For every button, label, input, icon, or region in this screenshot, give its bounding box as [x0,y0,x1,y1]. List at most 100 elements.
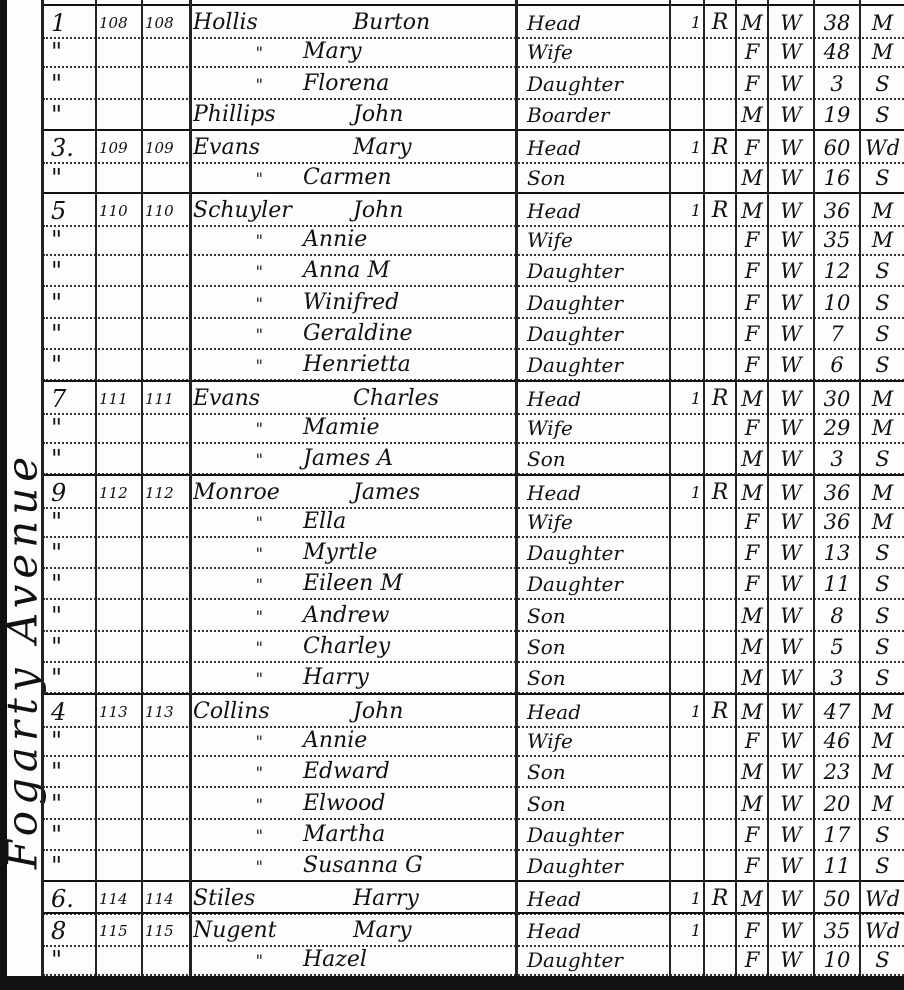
given-name: Edward [303,759,390,785]
sex: M [741,480,763,505]
table-row: 8 115 115 Head 1 F W 35 Wd Nugent Mary [43,911,904,947]
sex: F [744,322,760,346]
relation: Head [527,198,582,223]
surname: " [255,575,263,595]
sex: F [744,854,760,879]
line-number: " [51,288,63,317]
home-owned [669,849,701,880]
sex: F [744,728,760,753]
table-row: 1 108 108 Head 1 R M W 38 M Hollis Burton [43,4,904,39]
table-row: 6. 114 114 Head 1 R M W 50 Wd Stiles Harry [43,880,904,916]
marital-status: S [875,603,890,628]
given-name: Burton [353,10,431,35]
column-divider [813,0,815,976]
race: W [780,136,802,161]
age: 20 [823,791,851,816]
relation: Son [527,165,566,190]
home-owned [669,755,701,786]
marital-status: M [871,509,894,534]
bottom-border [0,976,904,990]
person-name: " James A [193,442,513,473]
sex: F [744,572,760,597]
surname: Phillips [193,101,276,127]
column-divider [189,0,192,976]
table-row: " Wife F W 46 M " Annie [43,724,904,757]
tenure [705,849,735,880]
dwelling-number [99,348,143,379]
given-name: John [353,101,404,127]
dwelling-number: 112 [99,483,128,502]
age: 8 [830,603,844,628]
sex: F [744,71,760,96]
sex: F [744,40,760,65]
surname: " [255,356,263,376]
age: 17 [823,822,851,847]
given-name: James [353,479,421,505]
home-owned [669,724,701,755]
line-number: 5 [51,196,67,225]
dwelling-number [99,943,143,974]
home-owned [669,98,701,129]
table-row: " Wife F W 35 M " Annie [43,223,904,257]
sex: F [744,290,760,315]
line-number: " [51,820,63,849]
marital-status: M [871,699,894,724]
person-name: " Annie [193,724,513,755]
table-row: " Son M W 5 S " Charley [43,630,904,663]
surname: Schuyler [193,197,292,223]
relation: Head [527,136,582,161]
marital-status: S [875,822,890,847]
table-row: " Wife F W 36 M " Ella [43,505,904,538]
table-row: " Daughter F W 11 S " Eileen M [43,567,904,601]
surname: " [255,74,263,94]
relation: Head [527,887,582,912]
surname: " [255,43,263,63]
person-name: Nugent Mary [193,914,513,945]
person-name: " Hazel [193,943,513,974]
person-name: " Edward [193,755,513,786]
home-owned [669,442,701,473]
given-name: Mamie [303,414,380,440]
marital-status: M [871,386,894,411]
marital-status: S [875,322,890,346]
age: 7 [830,322,844,346]
dwelling-number [99,67,143,98]
race: W [780,198,802,223]
tenure: R [711,197,729,223]
dwelling-number [99,755,143,786]
family-number [145,755,189,786]
relation: Son [527,666,566,691]
marital-status: S [875,71,890,96]
sex: F [744,822,760,847]
home-owned: 1 [690,889,701,909]
line-number: 9 [51,478,67,507]
table-row: " Daughter F W 6 S " Henrietta [43,348,904,382]
dwelling-number: 114 [99,890,128,909]
dwelling-number [99,286,143,317]
dwelling-number: 115 [99,921,128,940]
given-name: Harry [353,886,419,912]
race: W [780,541,802,566]
table-row: 4 113 113 Head 1 R M W 47 M Collins John [43,692,904,728]
family-number: 109 [145,139,174,158]
table-row: " Son M W 16 S " Carmen [43,161,904,194]
race: W [780,71,802,96]
family-number [145,787,189,818]
marital-status: Wd [864,887,901,912]
sex: F [744,948,760,972]
family-number [145,818,189,849]
sex: F [744,136,760,161]
family-number [145,254,189,285]
family-number: 115 [145,921,174,940]
column-divider [859,0,861,976]
family-number: 110 [145,201,174,220]
given-name: Charles [353,385,439,411]
home-owned: 1 [690,200,701,220]
family-number: 111 [145,389,174,408]
relation: Son [527,791,566,816]
age: 11 [823,572,851,597]
surname: " [255,231,263,251]
home-owned [669,35,701,66]
line-number: " [51,320,63,348]
tenure [705,505,735,536]
